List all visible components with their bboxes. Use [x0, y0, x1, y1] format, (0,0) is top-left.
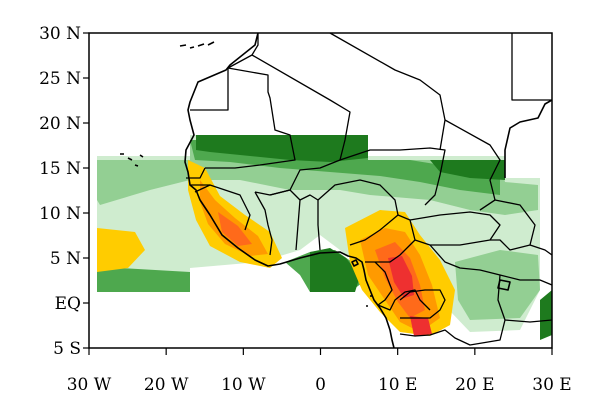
border-east-africa	[499, 244, 553, 323]
border-morocco-algeria	[190, 33, 259, 111]
longitude-tick-label: 30 E	[532, 375, 571, 395]
country-borders	[186, 32, 553, 346]
border-mauritania	[205, 67, 296, 169]
green-dark-region	[196, 135, 368, 162]
longitude-tick-label: 20 E	[455, 375, 494, 395]
latitude-tick-label: 25 N	[39, 69, 81, 89]
longitude-tick-label: 30 W	[67, 375, 112, 395]
latitude-tick-label: 30 N	[39, 24, 81, 44]
orange-coast-region	[200, 180, 268, 256]
border-senegal	[186, 167, 210, 186]
latitude-tick-label: 5 N	[50, 249, 81, 269]
longitude-tick-label: 0	[315, 375, 326, 395]
latitude-tick-label: 20 N	[39, 114, 81, 134]
latitude-tick-label: 10 N	[39, 204, 81, 224]
border-car	[409, 211, 501, 246]
red-south-core-region	[410, 316, 432, 336]
latitude-tick-label: 15 N	[39, 159, 81, 179]
coastlines	[120, 32, 553, 349]
latitude-axis: 30 N 25 N 20 N 15 N 10 N 5 N EQ 5 S	[39, 24, 89, 359]
green-mid-ocean-region	[97, 268, 190, 292]
shaded-field	[97, 135, 552, 340]
east-coast-outline	[504, 99, 553, 178]
longitude-tick-label: 20 W	[144, 375, 189, 395]
latitude-tick-label: EQ	[55, 294, 81, 314]
green-light-south-region	[455, 250, 540, 320]
longitude-tick-label: 10 W	[221, 375, 266, 395]
orange-dark-coast-region	[218, 212, 252, 246]
border-nigeria	[317, 179, 399, 246]
longitude-tick-label: 10 E	[378, 375, 417, 395]
green-dark-east-region	[430, 160, 505, 180]
red-core-region	[388, 256, 414, 298]
border-algeria-libya	[329, 32, 446, 151]
green-dark-gulf-region	[310, 248, 360, 292]
border-ivory-coast	[254, 191, 273, 256]
africa-coastline	[184, 32, 395, 349]
border-drc	[399, 244, 506, 346]
canary-islands	[179, 41, 215, 49]
border-guinea	[194, 184, 251, 231]
sao-tome-islands	[366, 295, 372, 307]
green-dark-se-region	[540, 290, 552, 340]
latitude-tick-label: 5 S	[53, 339, 81, 359]
border-niger-chad	[339, 147, 446, 206]
border-south-sudan	[479, 199, 536, 251]
yellow-west-region	[97, 228, 145, 272]
border-libya-egypt	[511, 33, 552, 101]
border-angola	[399, 289, 446, 319]
longitude-axis: 30 W 20 W 10 W 0 10 E 20 E 30 E	[67, 348, 572, 395]
bioko-island	[351, 259, 359, 267]
border-congo-gabon	[374, 261, 431, 311]
cape-verde-islands	[120, 153, 144, 167]
